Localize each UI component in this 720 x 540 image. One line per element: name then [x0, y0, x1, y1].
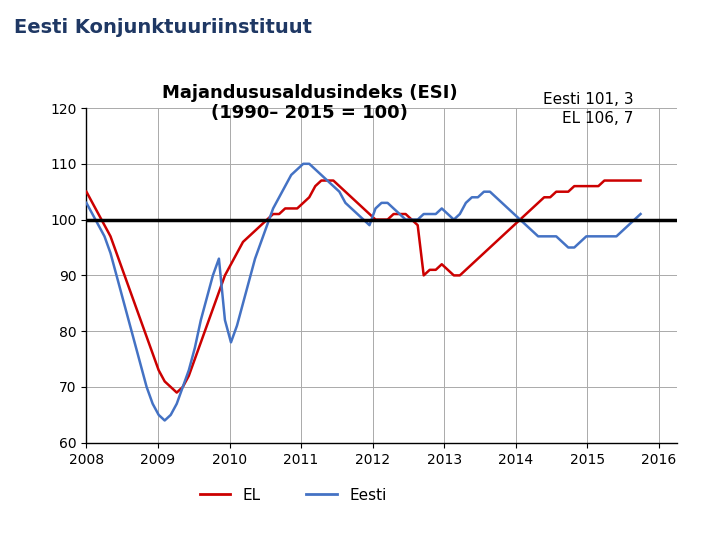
Text: Majandususaldusindeks (ESI)
(1990– 2015 = 100): Majandususaldusindeks (ESI) (1990– 2015 … [162, 84, 457, 123]
Text: Eesti 101, 3: Eesti 101, 3 [543, 92, 634, 107]
Text: Eesti Konjunktuuriinstituut: Eesti Konjunktuuriinstituut [14, 17, 312, 37]
Legend: EL, Eesti: EL, Eesti [194, 482, 392, 509]
Text: EL 106, 7: EL 106, 7 [562, 111, 634, 126]
